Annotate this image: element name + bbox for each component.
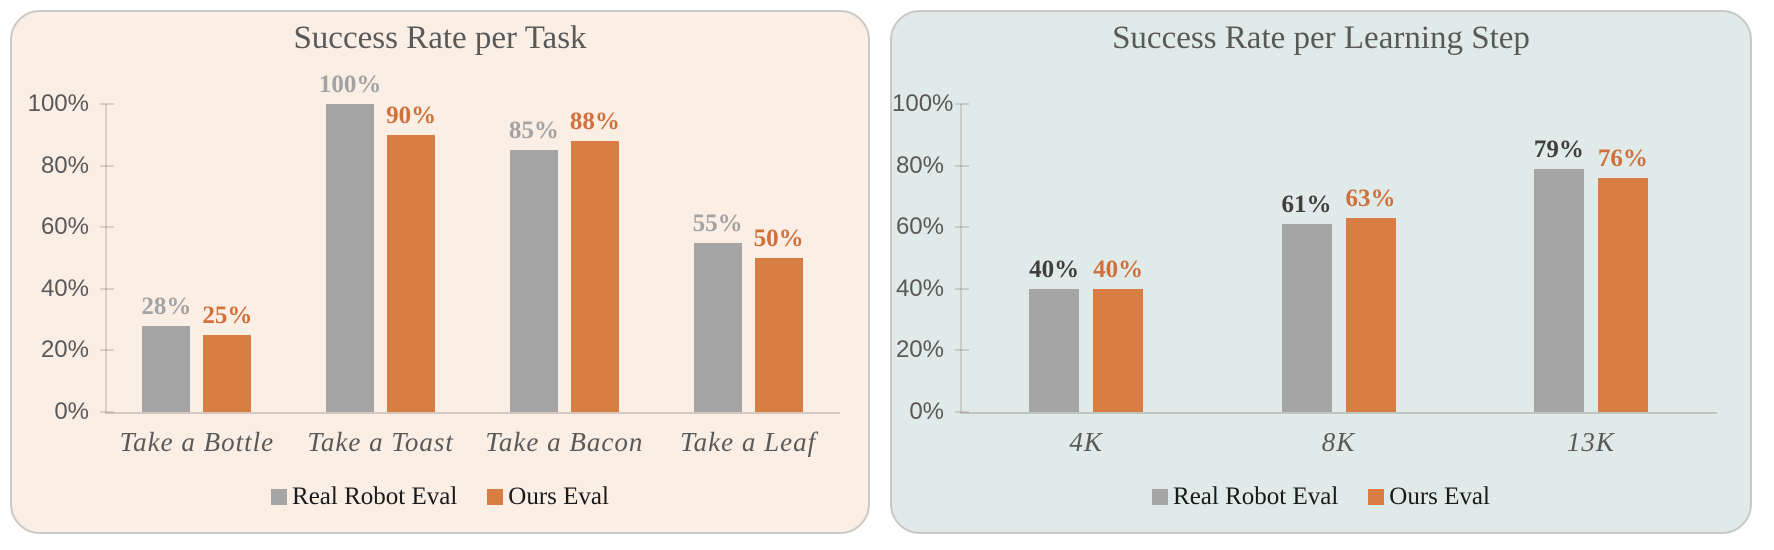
- legend-item-real-robot-eval: Real Robot Eval: [1152, 483, 1338, 511]
- bar-value-label: 40%: [1029, 255, 1080, 283]
- success-rate-per-task-panel: Success Rate per Task 0% 20% 40% 60% 80% 100%…: [10, 10, 870, 534]
- x-axis-category-label: Take a Bacon: [485, 427, 644, 457]
- chart-title: Success Rate per Task: [293, 20, 587, 56]
- y-axis-tick-label: 0%: [54, 398, 89, 425]
- bar-value-label: 76%: [1597, 144, 1648, 172]
- chart-plot-area: 0% 20% 40% 60% 80% 100% 28% 25% Take a Bottle 100…: [12, 12, 868, 532]
- bar-value-label: 90%: [386, 101, 437, 129]
- bar-value-label: 25%: [202, 302, 253, 329]
- y-axis-tick-mark: [100, 411, 114, 413]
- bar-real-robot-eval-take-a-leaf: [693, 242, 742, 412]
- bar-real-robot-eval-8k: [1281, 224, 1332, 412]
- bar-ours-eval-13k: [1597, 177, 1648, 412]
- legend-marker-ours-eval: [1368, 489, 1385, 505]
- legend: Real Robot Eval Ours Eval: [892, 482, 1750, 512]
- y-axis-tick-label: 80%: [40, 151, 89, 179]
- bar-value-label: 55%: [692, 209, 743, 237]
- legend-marker-real-robot-eval: [271, 489, 288, 505]
- y-axis-tick-mark: [955, 287, 969, 290]
- legend-label: Ours Eval: [508, 483, 609, 510]
- y-axis-tick-mark: [955, 164, 969, 167]
- x-axis-category-label: 4K: [1069, 427, 1103, 457]
- bar-real-robot-eval-13k: [1533, 168, 1584, 412]
- y-axis-tick-mark: [100, 287, 114, 290]
- bar-value-label: 61%: [1281, 191, 1332, 219]
- y-axis-tick-mark: [955, 349, 969, 352]
- bar-real-robot-eval-take-a-toast: [326, 104, 375, 412]
- bar-ours-eval-take-a-toast: [387, 134, 436, 412]
- x-axis-category-label: Take a Toast: [307, 427, 454, 457]
- bar-value-label: 40%: [1093, 255, 1144, 283]
- bar-real-robot-eval-take-a-bacon: [509, 150, 558, 412]
- y-axis-tick-label: 20%: [40, 336, 89, 364]
- x-axis-category-label: Take a Leaf: [680, 427, 817, 457]
- legend-item-ours-eval: Ours Eval: [1368, 483, 1490, 511]
- y-axis-tick-label: 40%: [40, 274, 89, 302]
- chart-title: Success Rate per Learning Step: [1112, 20, 1530, 56]
- x-axis-line: [105, 412, 840, 414]
- bar-value-label: 85%: [508, 117, 559, 145]
- bar-ours-eval-8k: [1345, 217, 1396, 412]
- y-axis-tick-mark: [100, 164, 114, 167]
- legend-marker-ours-eval: [487, 489, 504, 505]
- y-axis-tick-label: 100%: [892, 90, 954, 117]
- bar-ours-eval-4k: [1093, 288, 1144, 412]
- bar-value-label: 100%: [318, 71, 382, 98]
- y-axis-tick-mark: [100, 103, 114, 105]
- bar-real-robot-eval-take-a-bottle: [142, 325, 191, 412]
- y-axis-tick-mark: [100, 349, 114, 352]
- chart-plot-area: 0% 20% 40% 60% 80% 100% 40% 40% 4K 61% 63% 8K 79% 76%…: [892, 12, 1750, 532]
- bar-value-label: 28%: [141, 292, 192, 320]
- y-axis-tick-label: 100%: [27, 90, 89, 117]
- success-rate-per-learning-step-panel: Success Rate per Learning Step 0% 20% 40% 6…: [890, 10, 1752, 534]
- legend: Real Robot Eval Ours Eval: [12, 482, 868, 512]
- bar-ours-eval-take-a-leaf: [754, 258, 803, 412]
- y-axis-tick-mark: [100, 226, 114, 229]
- x-axis-line: [960, 412, 1717, 414]
- x-axis-category-label: 8K: [1321, 427, 1356, 457]
- legend-label: Ours Eval: [1389, 483, 1490, 510]
- bar-value-label: 63%: [1345, 184, 1396, 212]
- y-axis-tick-label: 60%: [895, 213, 944, 241]
- legend-label: Real Robot Eval: [1173, 483, 1339, 510]
- y-axis-tick-label: 60%: [40, 213, 89, 241]
- x-axis-category-label: 13K: [1566, 427, 1615, 457]
- x-axis-category-label: Take a Bottle: [119, 427, 275, 457]
- bar-ours-eval-take-a-bacon: [570, 140, 619, 412]
- y-axis-line: [960, 104, 962, 412]
- legend-item-ours-eval: Ours Eval: [487, 483, 609, 511]
- y-axis-tick-label: 0%: [909, 398, 944, 425]
- bar-value-label: 50%: [753, 225, 804, 252]
- bar-ours-eval-take-a-bottle: [203, 335, 252, 412]
- legend-item-real-robot-eval: Real Robot Eval: [271, 483, 457, 511]
- legend-marker-real-robot-eval: [1152, 489, 1169, 505]
- bar-value-label: 79%: [1533, 135, 1584, 163]
- y-axis-tick-mark: [955, 103, 969, 105]
- y-axis-tick-mark: [955, 411, 969, 413]
- y-axis-tick-mark: [955, 226, 969, 229]
- bar-real-robot-eval-4k: [1029, 288, 1080, 412]
- legend-label: Real Robot Eval: [292, 483, 458, 510]
- y-axis-tick-label: 20%: [895, 336, 944, 364]
- y-axis-tick-label: 40%: [895, 274, 944, 302]
- bar-value-label: 88%: [569, 107, 620, 135]
- y-axis-line: [105, 104, 107, 412]
- y-axis-tick-label: 80%: [895, 151, 944, 179]
